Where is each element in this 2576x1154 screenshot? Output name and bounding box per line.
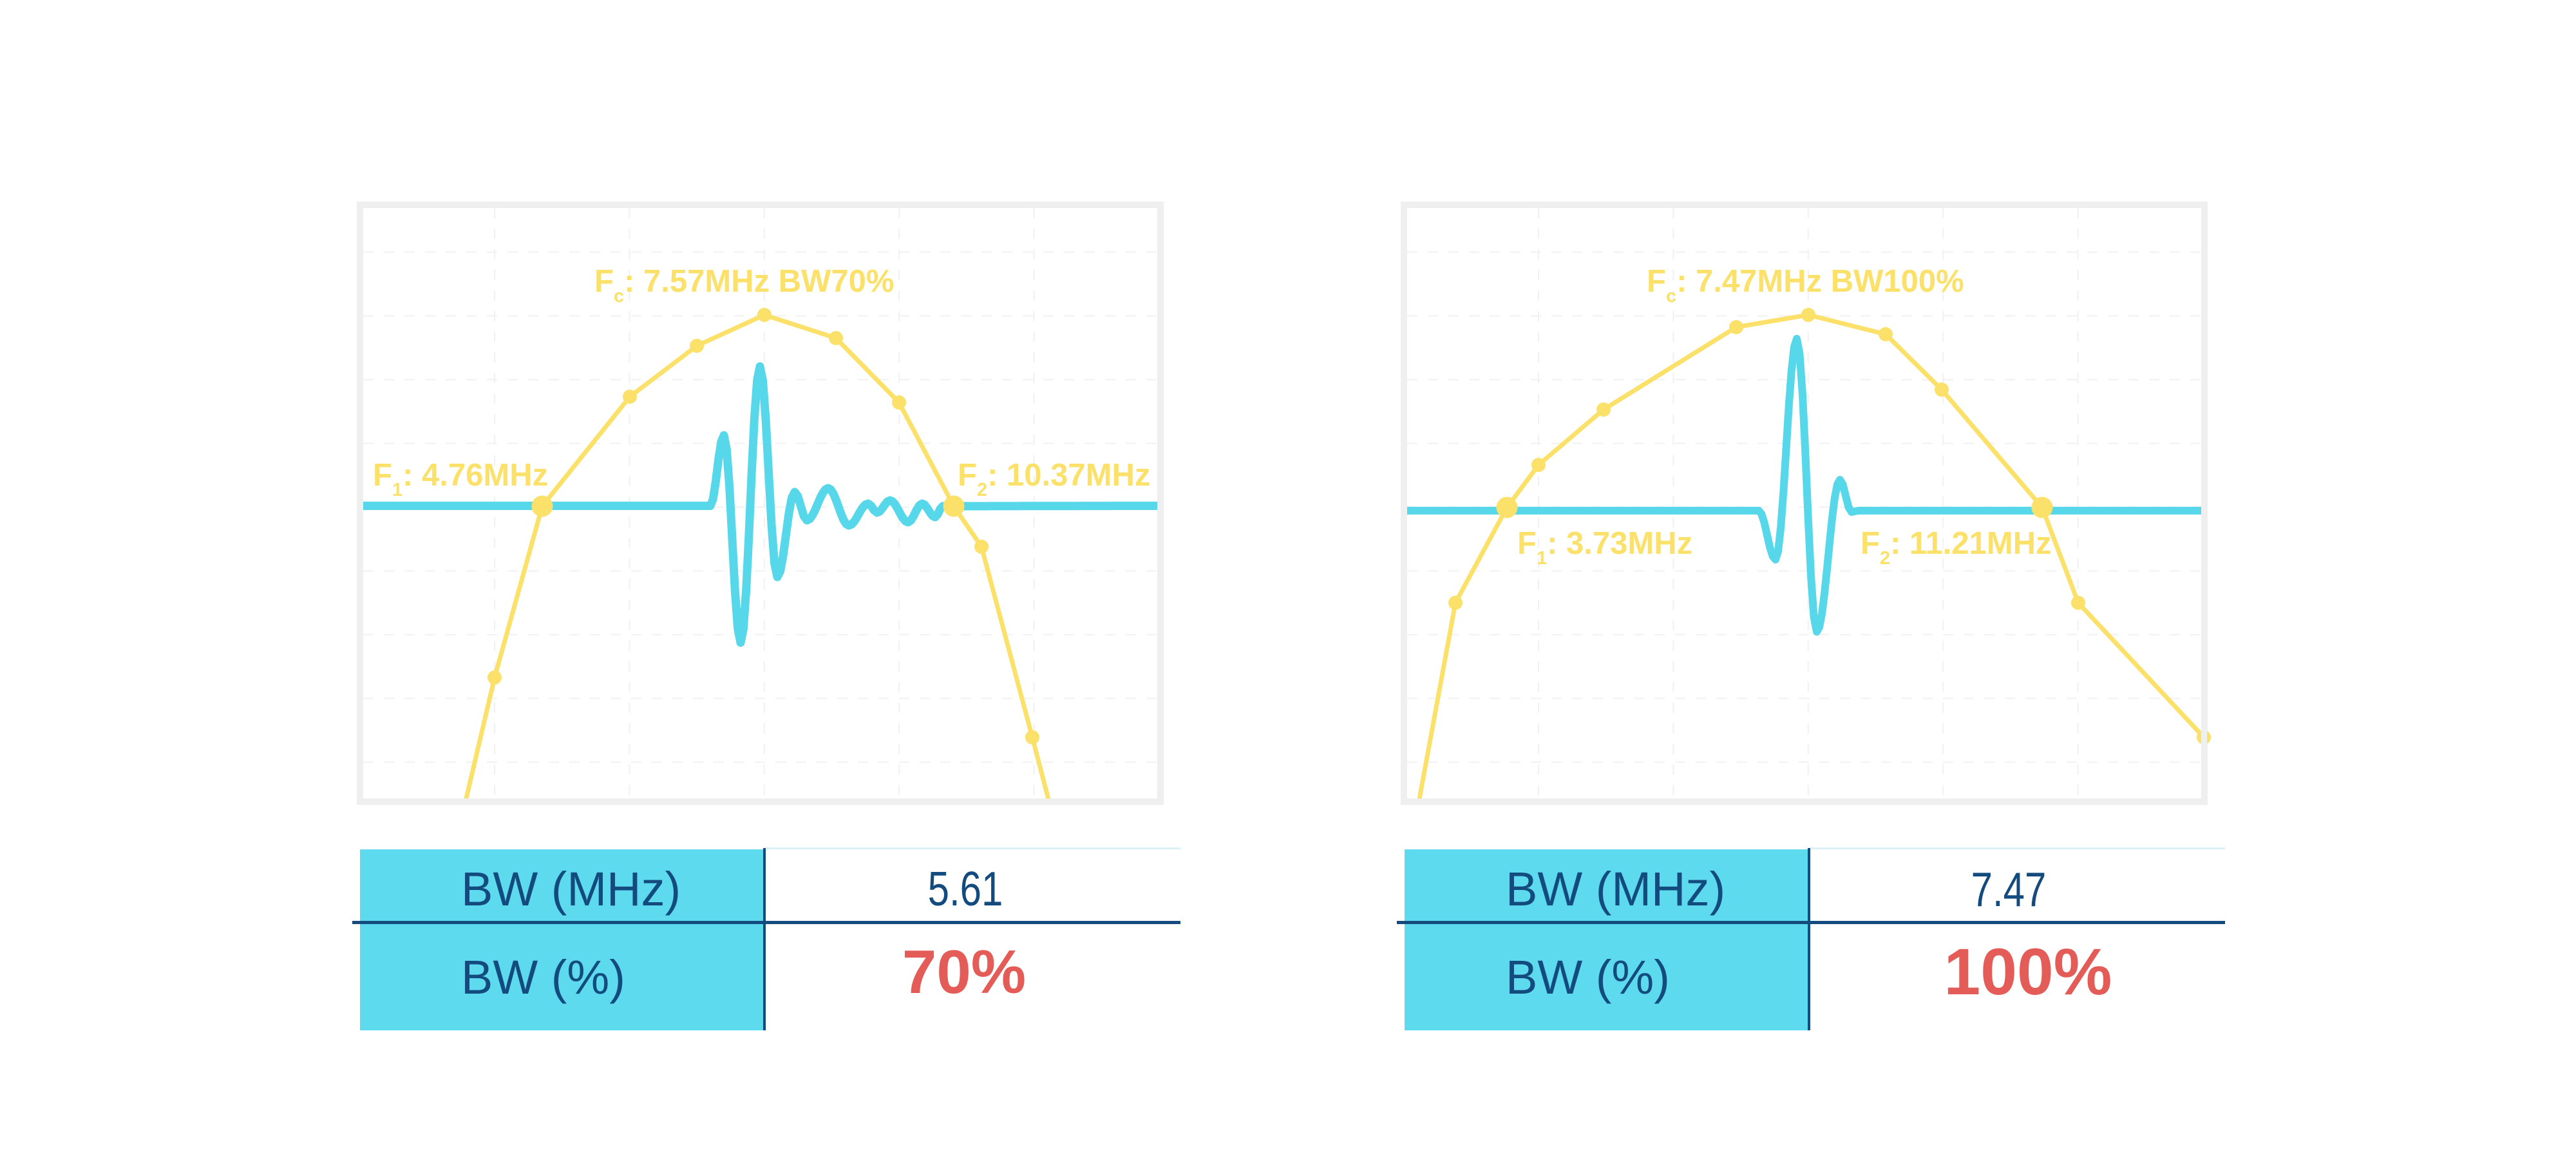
svg-text:F1: 4.76MHz: F1: 4.76MHz xyxy=(373,458,548,500)
svg-text:F2: 10.37MHz: F2: 10.37MHz xyxy=(958,458,1150,500)
svg-text:Fc: 7.47MHz BW100%: Fc: 7.47MHz BW100% xyxy=(1647,264,1964,307)
svg-text:Fc: 7.57MHz BW70%: Fc: 7.57MHz BW70% xyxy=(594,264,894,307)
svg-text:F2: 11.21MHz: F2: 11.21MHz xyxy=(1861,526,2052,569)
svg-text:F1: 3.73MHz: F1: 3.73MHz xyxy=(1517,526,1692,569)
